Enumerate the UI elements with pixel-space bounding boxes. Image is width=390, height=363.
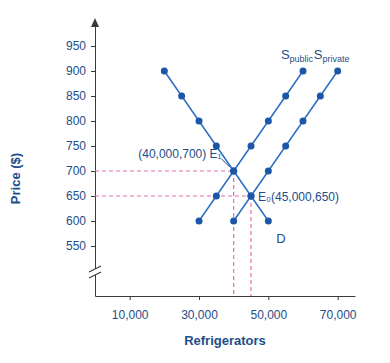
series-marker [334,68,341,75]
series-marker [265,218,272,225]
x-tick-label: 30,000 [181,308,218,322]
x-tick-mark [268,296,269,300]
series-marker [300,68,307,75]
series-marker [213,193,220,200]
x-axis-line [96,296,356,297]
series-marker [265,118,272,125]
series-label: Sprivate [314,47,350,64]
series-marker [248,193,255,200]
y-tick: 750 [66,139,95,153]
series-line [164,71,268,221]
series-marker [248,143,255,150]
guide-line-vertical [250,196,251,296]
y-tick-mark [91,71,95,72]
x-tick: 50,000 [250,296,287,322]
y-tick-mark [91,246,95,247]
y-tick-label: 550 [66,239,86,253]
series-marker [196,218,203,225]
y-axis: 550 600 650 700 750 800 850 900 950 [66,22,96,297]
series-marker [300,118,307,125]
series-marker [282,93,289,100]
y-tick-mark [91,221,95,222]
annotation: (40,000,700) E₁ [138,147,221,161]
x-tick: 70,000 [320,296,357,322]
series-marker [230,218,237,225]
guide-line-horizontal [95,170,234,171]
x-tick-mark [338,296,339,300]
y-tick: 650 [66,189,95,203]
series-marker [161,68,168,75]
y-tick-label: 750 [66,139,86,153]
y-tick-label: 700 [66,164,86,178]
y-tick-label: 900 [66,64,86,78]
y-tick-mark [91,146,95,147]
x-axis-title: Refrigerators [184,333,266,348]
x-tick-mark [199,296,200,300]
axis-break-line [89,266,101,272]
series-label: D [276,231,285,246]
y-tick-label: 600 [66,214,86,228]
series-marker [282,143,289,150]
y-tick-label: 800 [66,114,86,128]
series-marker [230,168,237,175]
y-tick: 800 [66,114,95,128]
y-tick: 950 [66,39,95,53]
plot-area [95,68,341,297]
guide-line-vertical [233,171,234,296]
series-marker [265,168,272,175]
x-tick-label: 70,000 [320,308,357,322]
axis-arrow [91,18,99,27]
y-tick: 850 [66,89,95,103]
series-marker [178,93,185,100]
series-marker [248,193,255,200]
y-tick-label: 650 [66,189,86,203]
annotation-arrow [222,159,230,167]
guide-line-horizontal [95,195,251,196]
y-tick: 700 [66,164,95,178]
y-axis-line [95,22,96,297]
y-axis-title: Price ($) [8,153,23,204]
y-tick: 550 [66,239,95,253]
series-marker [196,118,203,125]
x-tick-label: 10,000 [112,308,149,322]
y-tick-mark [91,171,95,172]
x-axis: 10,000 30,000 50,000 70,000 [96,296,357,322]
chart: 10,000 30,000 50,000 70,000 550 600 650 700 750 8… [0,0,390,363]
y-tick-mark [91,96,95,97]
x-tick-label: 50,000 [250,308,287,322]
axis-break-gap [89,269,101,275]
y-tick-mark [91,196,95,197]
x-tick: 10,000 [112,296,149,322]
y-tick-mark [91,46,95,47]
axis-break [89,266,101,278]
series-marker [230,168,237,175]
y-tick: 900 [66,64,95,78]
x-tick-mark [130,296,131,300]
axis-break-line [89,272,101,278]
series-label: Spublic [281,47,314,64]
y-tick-mark [91,121,95,122]
y-tick-label: 850 [66,89,86,103]
x-tick: 30,000 [181,296,218,322]
y-tick-label: 950 [66,39,86,53]
series-marker [317,93,324,100]
annotation: E₀(45,000,650) [258,190,339,204]
y-tick: 600 [66,214,95,228]
